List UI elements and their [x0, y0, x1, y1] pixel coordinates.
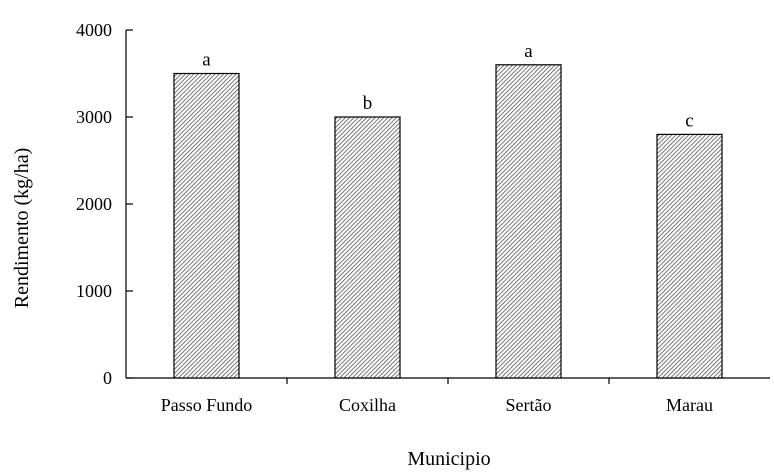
x-axis-title: Municipio [407, 448, 490, 470]
y-tick-label: 0 [103, 368, 112, 388]
bar-coxilha [334, 116, 401, 379]
y-tick-label: 4000 [76, 20, 112, 40]
bar-significance-labels: a b a c [202, 41, 693, 132]
bars [173, 64, 723, 379]
x-tick-label-sertao: Sertão [506, 395, 552, 415]
y-tick-label: 2000 [76, 194, 112, 214]
bar-label-coxilha: b [363, 93, 373, 114]
bar-sertao [495, 64, 562, 379]
y-tick-label: 1000 [76, 281, 112, 301]
bar-label-sertao: a [524, 41, 533, 62]
bar-label-marau: c [685, 110, 693, 131]
y-axis-title: Rendimento (kg/ha) [11, 148, 33, 309]
x-tick-label-marau: Marau [666, 395, 713, 415]
y-axis: 0 1000 2000 3000 4000 [76, 20, 133, 388]
x-axis: Passo Fundo Coxilha Sertão Marau [126, 377, 770, 415]
x-tick-label-passo-fundo: Passo Fundo [161, 395, 253, 415]
x-tick-label-coxilha: Coxilha [339, 395, 396, 415]
bar-passo-fundo [173, 72, 240, 379]
bar-label-passo-fundo: a [202, 50, 211, 71]
y-tick-label: 3000 [76, 107, 112, 127]
bar-marau [656, 133, 723, 379]
